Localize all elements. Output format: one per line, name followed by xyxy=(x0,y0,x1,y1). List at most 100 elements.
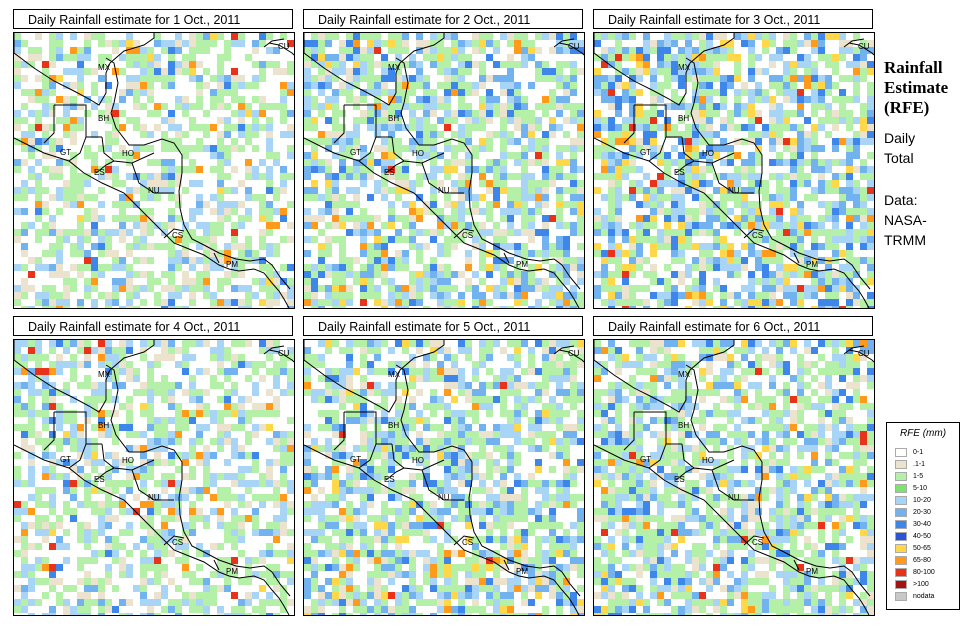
rain-cell xyxy=(402,75,409,82)
rain-cell xyxy=(734,96,741,103)
rain-cell xyxy=(105,452,112,459)
rain-cell xyxy=(867,82,874,89)
rain-cell xyxy=(741,173,748,180)
rain-cell xyxy=(325,222,332,229)
rain-cell xyxy=(755,33,762,40)
rain-cell xyxy=(577,201,584,208)
rain-cell xyxy=(287,389,294,396)
rain-cell xyxy=(147,47,154,54)
rain-cell xyxy=(867,152,874,159)
rain-cell xyxy=(91,508,98,515)
rain-cell xyxy=(629,271,636,278)
rain-cell xyxy=(63,340,70,347)
rain-cell xyxy=(570,354,577,361)
rain-cell xyxy=(388,131,395,138)
rain-cell xyxy=(238,529,245,536)
rain-cell xyxy=(140,613,147,615)
rain-cell xyxy=(563,480,570,487)
rain-cell xyxy=(182,145,189,152)
rain-cell xyxy=(266,145,273,152)
rain-cell xyxy=(636,180,643,187)
rain-cell xyxy=(175,410,182,417)
rain-cell xyxy=(56,264,63,271)
rain-cell xyxy=(542,285,549,292)
rain-cell xyxy=(35,89,42,96)
rain-cell xyxy=(346,480,353,487)
rain-cell xyxy=(84,473,91,480)
rain-cell xyxy=(84,417,91,424)
rain-cell xyxy=(273,536,280,543)
rain-cell xyxy=(643,110,650,117)
rain-cell xyxy=(720,264,727,271)
rain-cell xyxy=(381,410,388,417)
rain-cell xyxy=(409,229,416,236)
rain-cell xyxy=(671,103,678,110)
rain-cell xyxy=(734,124,741,131)
rain-cell xyxy=(367,473,374,480)
rain-cell xyxy=(650,243,657,250)
rain-cell xyxy=(140,536,147,543)
rain-cell xyxy=(49,166,56,173)
rain-cell xyxy=(140,564,147,571)
rain-cell xyxy=(367,445,374,452)
rain-cell xyxy=(175,68,182,75)
rain-cell xyxy=(486,501,493,508)
rain-cell xyxy=(395,215,402,222)
rain-cell xyxy=(867,110,874,117)
rain-cell xyxy=(804,250,811,257)
rain-cell xyxy=(528,354,535,361)
rain-cell xyxy=(21,585,28,592)
rain-cell xyxy=(245,82,252,89)
rain-cell xyxy=(238,417,245,424)
rain-cell xyxy=(514,278,521,285)
rain-cell xyxy=(182,250,189,257)
rain-cell xyxy=(762,292,769,299)
rain-cell xyxy=(776,215,783,222)
rain-cell xyxy=(360,208,367,215)
rain-cell xyxy=(493,424,500,431)
rain-cell xyxy=(692,159,699,166)
rain-cell xyxy=(224,299,231,306)
rain-cell xyxy=(804,271,811,278)
rain-cell xyxy=(154,543,161,550)
rain-cell xyxy=(818,54,825,61)
rain-cell xyxy=(657,229,664,236)
rain-cell xyxy=(28,403,35,410)
rain-cell xyxy=(671,299,678,306)
rain-cell xyxy=(493,229,500,236)
rain-cell xyxy=(14,236,21,243)
rain-cell xyxy=(381,522,388,529)
rain-cell xyxy=(608,47,615,54)
rain-cell xyxy=(706,229,713,236)
rain-cell xyxy=(133,222,140,229)
rain-cell xyxy=(70,96,77,103)
rain-cell xyxy=(126,33,133,40)
rain-cell xyxy=(755,292,762,299)
rain-cell xyxy=(56,515,63,522)
rain-cell xyxy=(797,292,804,299)
rain-cell xyxy=(325,145,332,152)
rain-cell xyxy=(325,466,332,473)
rain-cell xyxy=(853,68,860,75)
rain-cell xyxy=(692,96,699,103)
rain-cell xyxy=(577,194,584,201)
rain-cell xyxy=(769,75,776,82)
rain-cell xyxy=(360,89,367,96)
rain-cell xyxy=(126,82,133,89)
rain-cell xyxy=(818,75,825,82)
rain-cell xyxy=(832,278,839,285)
rain-cell xyxy=(346,173,353,180)
rain-cell xyxy=(374,299,381,306)
rain-cell xyxy=(790,292,797,299)
rain-cell xyxy=(98,347,105,354)
rain-cell xyxy=(217,152,224,159)
rain-cell xyxy=(650,250,657,257)
rain-cell xyxy=(500,508,507,515)
rain-cell xyxy=(35,124,42,131)
rain-cell xyxy=(797,257,804,264)
rain-cell xyxy=(430,145,437,152)
rain-cell xyxy=(699,187,706,194)
rain-cell xyxy=(832,54,839,61)
rain-cell xyxy=(563,375,570,382)
rain-cell xyxy=(367,389,374,396)
